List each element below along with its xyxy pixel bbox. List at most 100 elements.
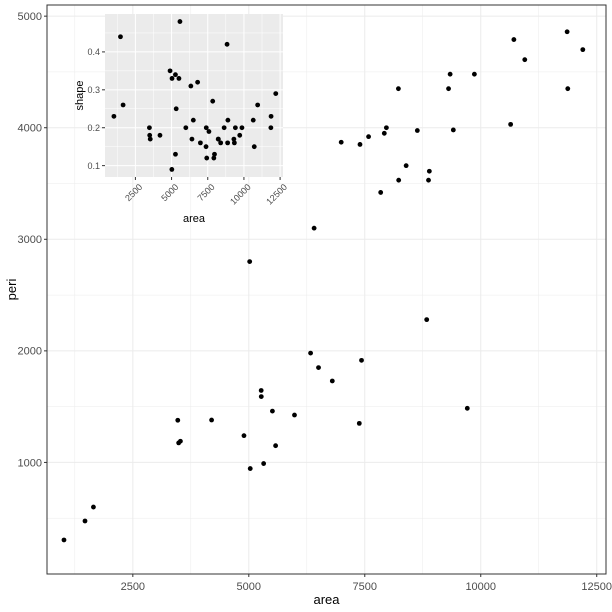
- main-point: [511, 37, 517, 42]
- inset-point: [111, 113, 117, 119]
- main-point: [522, 57, 528, 63]
- main-point: [396, 177, 402, 183]
- main-point: [82, 518, 88, 524]
- main-y-tick-label: 3000: [18, 234, 42, 246]
- inset-point: [157, 132, 163, 138]
- main-point: [247, 259, 253, 265]
- main-point: [261, 461, 267, 466]
- main-point: [308, 350, 313, 356]
- inset-point: [268, 113, 274, 119]
- main-point: [258, 394, 264, 400]
- inset-point: [218, 140, 224, 146]
- main-point: [338, 139, 344, 145]
- main-point: [565, 86, 571, 92]
- inset-y-tick-label: 0.2: [87, 123, 100, 133]
- inset-point: [210, 98, 216, 104]
- main-point: [414, 128, 420, 133]
- main-point: [178, 438, 183, 444]
- inset-x-axis-title: area: [183, 213, 206, 225]
- main-y-axis-title: peri: [4, 279, 19, 301]
- main-x-axis-title: area: [313, 592, 340, 607]
- main-point: [61, 537, 67, 543]
- inset-plot-background: [105, 14, 283, 177]
- main-point: [357, 142, 363, 147]
- main-point: [209, 417, 214, 423]
- inset-point: [225, 140, 231, 146]
- inset-point: [211, 155, 217, 161]
- inset-point: [215, 136, 221, 142]
- main-point: [273, 443, 279, 449]
- inset-point: [195, 79, 201, 85]
- main-point: [450, 127, 456, 133]
- main-point: [366, 134, 371, 140]
- main-point: [378, 190, 384, 195]
- inset-point: [190, 117, 196, 123]
- main-point: [175, 417, 181, 423]
- inset-point: [273, 91, 279, 97]
- main-x-tick-label: 10000: [465, 581, 496, 593]
- main-y-tick-label: 5000: [18, 11, 42, 23]
- inset-point: [268, 125, 274, 131]
- main-point: [356, 420, 362, 426]
- inset-panel: 2500 5000 7500 10000 125000.10.20.30.4areash…: [74, 14, 289, 225]
- main-point: [426, 168, 432, 174]
- main-point: [471, 71, 477, 77]
- inset-y-tick-label: 0.3: [87, 85, 100, 95]
- inset-point: [177, 19, 183, 24]
- inset-point: [225, 117, 231, 123]
- main-y-tick-label: 4000: [18, 123, 42, 135]
- inset-point: [169, 76, 175, 81]
- main-y-tick-label: 1000: [18, 457, 42, 469]
- main-x-tick-label: 7500: [353, 581, 377, 593]
- inset-point: [167, 68, 173, 74]
- inset-point: [147, 125, 152, 131]
- inset-point: [197, 140, 203, 146]
- inset-point: [224, 41, 230, 47]
- inset-point: [173, 151, 178, 157]
- main-y-tick-label: 2000: [18, 346, 42, 358]
- inset-point: [212, 151, 217, 157]
- inset-point: [221, 125, 227, 131]
- main-panel-border: [46, 4, 607, 575]
- inset-point: [203, 144, 209, 150]
- inset-point: [251, 144, 257, 150]
- inset-point: [120, 102, 126, 108]
- inset-point: [189, 136, 195, 142]
- main-point: [258, 388, 264, 393]
- main-point: [247, 466, 253, 471]
- main-x-tick-label: 2500: [121, 581, 145, 593]
- inset-point: [176, 76, 182, 81]
- inset-point: [169, 167, 175, 172]
- inset-point: [203, 125, 209, 131]
- inset-point: [232, 125, 238, 131]
- inset-point: [147, 136, 153, 142]
- inset-point: [147, 132, 153, 138]
- main-point: [359, 357, 364, 363]
- inset-point: [118, 34, 123, 40]
- inset-point: [250, 117, 256, 123]
- inset-point: [173, 106, 179, 112]
- inset-point: [255, 102, 261, 108]
- main-point: [316, 365, 321, 370]
- main-point: [381, 130, 387, 136]
- main-point: [329, 378, 335, 384]
- inset-point: [231, 140, 237, 146]
- inset-point: [231, 136, 237, 142]
- main-point: [426, 177, 431, 183]
- inset-point: [204, 155, 210, 161]
- main-point: [446, 86, 451, 92]
- main-point: [464, 405, 470, 411]
- main-x-tick-label: 12500: [581, 581, 612, 593]
- inset-point: [173, 72, 178, 78]
- inset-y-tick-label: 0.4: [87, 47, 100, 57]
- main-point: [292, 412, 297, 418]
- inset-y-axis-title: shape: [74, 81, 86, 111]
- inset-point: [206, 129, 212, 134]
- inset-point: [237, 132, 243, 138]
- main-point: [270, 408, 275, 414]
- main-point: [241, 433, 247, 439]
- inset-point: [188, 83, 194, 89]
- main-point: [564, 29, 570, 35]
